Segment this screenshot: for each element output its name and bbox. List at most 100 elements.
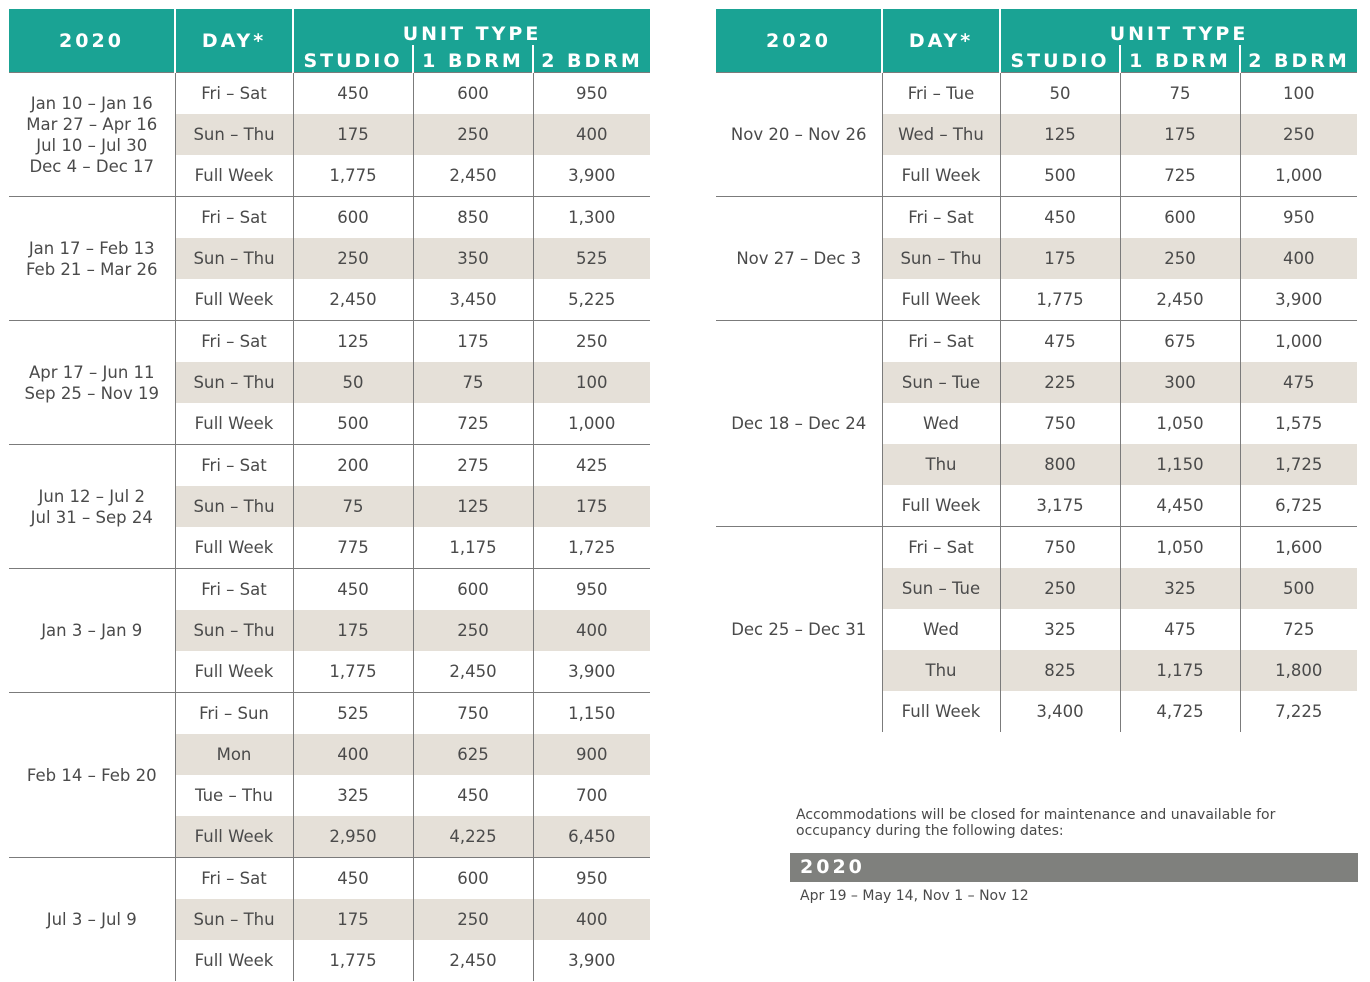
two-bdrm-points-cell: 3,900 [532, 155, 651, 197]
day-cell: Thu [881, 444, 1000, 485]
closure-year-bar: 2020 [790, 853, 1358, 882]
table-row: Dec 25 – Dec 31 Fri – Sat 750 1,050 1,600 [716, 526, 1358, 732]
season-date-range: Nov 20 – Nov 26 [730, 125, 867, 144]
season-dates-cell: Jan 17 – Feb 13 Feb 21 – Mar 26 [9, 196, 175, 321]
one-bdrm-points-cell: 600 [412, 568, 533, 610]
studio-points-cell: 250 [292, 238, 413, 279]
one-bdrm-points-cell: 725 [412, 403, 533, 445]
table-row: Feb 14 – Feb 20 Fri – Sun 525 750 1,150 [9, 692, 651, 858]
one-bdrm-points-cell: 325 [1119, 568, 1240, 609]
table-row: Dec 18 – Dec 24 Fri – Sat 475 675 1,000 [716, 320, 1358, 527]
two-bdrm-points-cell: 900 [532, 734, 651, 775]
closure-note: Accommodations will be closed for mainte… [796, 807, 1276, 839]
season-date-range: Feb 14 – Feb 20 [26, 765, 157, 785]
two-bdrm-points-cell: 425 [532, 444, 651, 486]
one-bdrm-points-cell: 675 [1119, 320, 1240, 362]
day-cell: Fri – Sun [174, 692, 293, 734]
studio-points-cell: 3,400 [999, 691, 1120, 732]
table-row: Full Week 1,775 2,450 3,900 [9, 155, 651, 197]
season-date-range: Jun 12 – Jul 2 [38, 486, 145, 506]
one-bdrm-points-cell: 75 [1119, 72, 1240, 114]
studio-points-cell: 1,775 [292, 940, 413, 981]
two-bdrm-points-cell: 1,575 [1239, 403, 1358, 444]
season-dates-cell: Nov 27 – Dec 3 [716, 196, 882, 321]
one-bdrm-points-cell: 1,175 [412, 527, 533, 569]
day-cell: Sun – Thu [174, 362, 293, 403]
table-header: 2020 DAY* UNIT TYPE STUDIO 1 BDRM 2 BDRM [9, 9, 651, 73]
one-bdrm-points-cell: 300 [1119, 362, 1240, 403]
season-date-range: Apr 17 – Jun 11 [28, 362, 155, 382]
header-day: DAY* [882, 9, 1001, 73]
one-bdrm-points-cell: 350 [412, 238, 533, 279]
table-row: Jun 12 – Jul 2 Jul 31 – Sep 24 Fri – Sat 20… [9, 444, 651, 569]
table-row: Nov 27 – Dec 3 Fri – Sat 450 600 950 [716, 196, 1358, 321]
one-bdrm-points-cell: 2,450 [412, 651, 533, 693]
one-bdrm-points-cell: 450 [412, 775, 533, 816]
studio-points-cell: 1,775 [292, 651, 413, 693]
points-chart-left: 2020 DAY* UNIT TYPE STUDIO 1 BDRM 2 BDRM… [9, 9, 651, 981]
studio-points-cell: 2,450 [292, 279, 413, 321]
one-bdrm-points-cell: 600 [412, 72, 533, 114]
studio-points-cell: 1,775 [292, 155, 413, 197]
studio-points-cell: 825 [999, 650, 1120, 691]
day-cell: Fri – Sat [174, 72, 293, 114]
studio-points-cell: 175 [292, 899, 413, 940]
day-cell: Mon [174, 734, 293, 775]
day-cell: Sun – Thu [174, 610, 293, 651]
header-studio: STUDIO [1000, 45, 1120, 73]
header-studio: STUDIO [293, 45, 413, 73]
studio-points-cell: 3,175 [999, 485, 1120, 527]
day-cell: Sun – Thu [174, 114, 293, 155]
studio-points-cell: 500 [292, 403, 413, 445]
day-cell: Sun – Thu [174, 899, 293, 940]
studio-points-cell: 475 [999, 320, 1120, 362]
day-cell: Full Week [881, 155, 1000, 197]
table-row: Apr 17 – Jun 11 Sep 25 – Nov 19 Fri – Sat 1… [9, 320, 651, 445]
table-row: Full Week 500 725 1,000 [9, 403, 651, 445]
closure-dates: Apr 19 – May 14, Nov 1 – Nov 12 [800, 888, 1029, 904]
two-bdrm-points-cell: 475 [1239, 362, 1358, 403]
header-1-bdrm: 1 BDRM [412, 45, 534, 73]
studio-points-cell: 450 [292, 568, 413, 610]
day-cell: Fri – Sat [174, 320, 293, 362]
day-cell: Wed – Thu [881, 114, 1000, 155]
one-bdrm-points-cell: 750 [412, 692, 533, 734]
season-dates-cell: Dec 18 – Dec 24 [716, 320, 882, 527]
two-bdrm-points-cell: 700 [532, 775, 651, 816]
season-dates-cell: Apr 17 – Jun 11 Sep 25 – Nov 19 [9, 320, 175, 445]
day-cell: Sun – Thu [174, 238, 293, 279]
table-row: Full Week 2,450 3,450 5,225 [9, 279, 651, 321]
table-row: Sun – Thu 175 250 400 [9, 899, 651, 940]
two-bdrm-points-cell: 950 [1239, 196, 1358, 238]
day-cell: Full Week [174, 403, 293, 445]
two-bdrm-points-cell: 250 [532, 320, 651, 362]
header-year: 2020 [716, 9, 883, 73]
two-bdrm-points-cell: 100 [532, 362, 651, 403]
two-bdrm-points-cell: 6,450 [532, 816, 651, 858]
season-date-range: Dec 18 – Dec 24 [731, 414, 867, 433]
table-row: Tue – Thu 325 450 700 [9, 775, 651, 816]
two-bdrm-points-cell: 400 [532, 610, 651, 651]
day-cell: Full Week [881, 279, 1000, 321]
one-bdrm-points-cell: 725 [1119, 155, 1240, 197]
day-cell: Sun – Tue [881, 362, 1000, 403]
one-bdrm-points-cell: 475 [1119, 609, 1240, 650]
table-row: Jan 3 – Jan 9 Fri – Sat 450 600 950 [9, 568, 651, 693]
studio-points-cell: 2,950 [292, 816, 413, 858]
season-date-range: Mar 27 – Apr 16 [26, 114, 158, 134]
table-row: Thu 800 1,150 1,725 [716, 444, 1358, 485]
two-bdrm-points-cell: 500 [1239, 568, 1358, 609]
day-cell: Full Week [174, 651, 293, 693]
header-unit-type: UNIT TYPE [1000, 9, 1358, 46]
season-dates-cell: Nov 20 – Nov 26 [716, 72, 882, 197]
two-bdrm-points-cell: 175 [532, 486, 651, 527]
day-cell: Fri – Sat [174, 196, 293, 238]
studio-points-cell: 175 [999, 238, 1120, 279]
one-bdrm-points-cell: 250 [412, 610, 533, 651]
table-row: Wed 325 475 725 [716, 609, 1358, 650]
table-row: Sun – Tue 225 300 475 [716, 362, 1358, 403]
two-bdrm-points-cell: 7,225 [1239, 691, 1358, 732]
two-bdrm-points-cell: 3,900 [1239, 279, 1358, 321]
day-cell: Fri – Sat [174, 857, 293, 899]
one-bdrm-points-cell: 4,725 [1119, 691, 1240, 732]
